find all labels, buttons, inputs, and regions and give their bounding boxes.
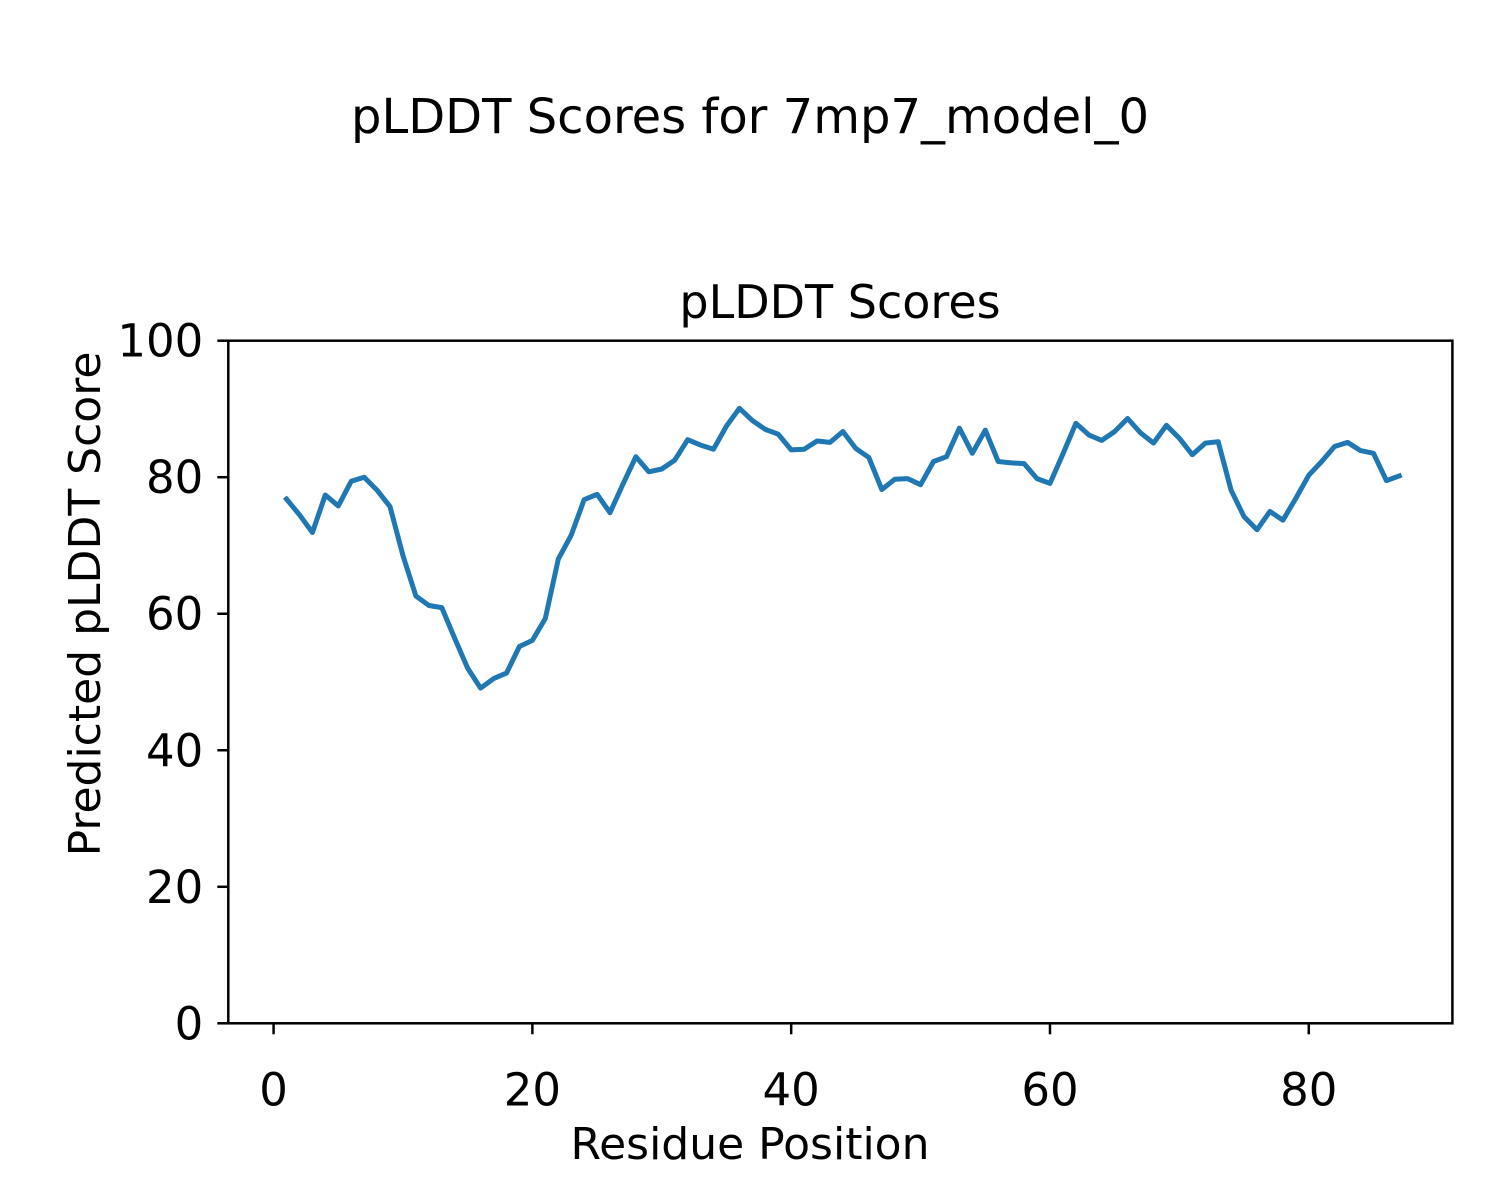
figure-suptitle: pLDDT Scores for 7mp7_model_0 bbox=[351, 89, 1149, 145]
x-axis-ticks: 0 20 40 60 80 bbox=[259, 1023, 1337, 1116]
y-tick-label: 40 bbox=[146, 724, 203, 777]
y-axis-ticks: 0 20 40 60 80 100 bbox=[117, 315, 229, 1050]
plot-area-border bbox=[227, 339, 1454, 1025]
y-tick-label: 60 bbox=[146, 588, 203, 641]
y-tick-label: 0 bbox=[175, 997, 204, 1050]
y-tick-label: 80 bbox=[146, 451, 203, 504]
x-tick-label: 0 bbox=[259, 1063, 288, 1116]
axes-title: pLDDT Scores bbox=[679, 275, 1000, 329]
y-tick-label: 20 bbox=[146, 861, 203, 914]
x-tick-label: 60 bbox=[1021, 1063, 1078, 1116]
x-tick-label: 40 bbox=[763, 1063, 820, 1116]
x-axis-label: Residue Position bbox=[570, 1119, 929, 1170]
y-tick-label: 100 bbox=[117, 315, 203, 368]
plddt-score-line bbox=[282, 405, 1403, 691]
x-tick-label: 80 bbox=[1280, 1063, 1337, 1116]
y-axis-label: Predicted pLDDT Score bbox=[60, 352, 111, 857]
x-tick-label: 20 bbox=[504, 1063, 561, 1116]
